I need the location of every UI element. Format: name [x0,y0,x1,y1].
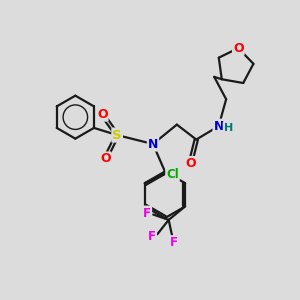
Text: Cl: Cl [166,168,179,181]
Text: N: N [214,120,224,133]
Text: H: H [224,123,233,133]
Text: O: O [97,108,107,121]
Text: F: F [148,230,156,243]
Text: N: N [148,137,158,151]
Text: F: F [143,206,151,220]
Text: F: F [170,236,178,249]
Text: O: O [185,157,196,170]
Text: S: S [112,129,122,142]
Text: O: O [100,152,110,166]
Text: O: O [233,42,244,55]
